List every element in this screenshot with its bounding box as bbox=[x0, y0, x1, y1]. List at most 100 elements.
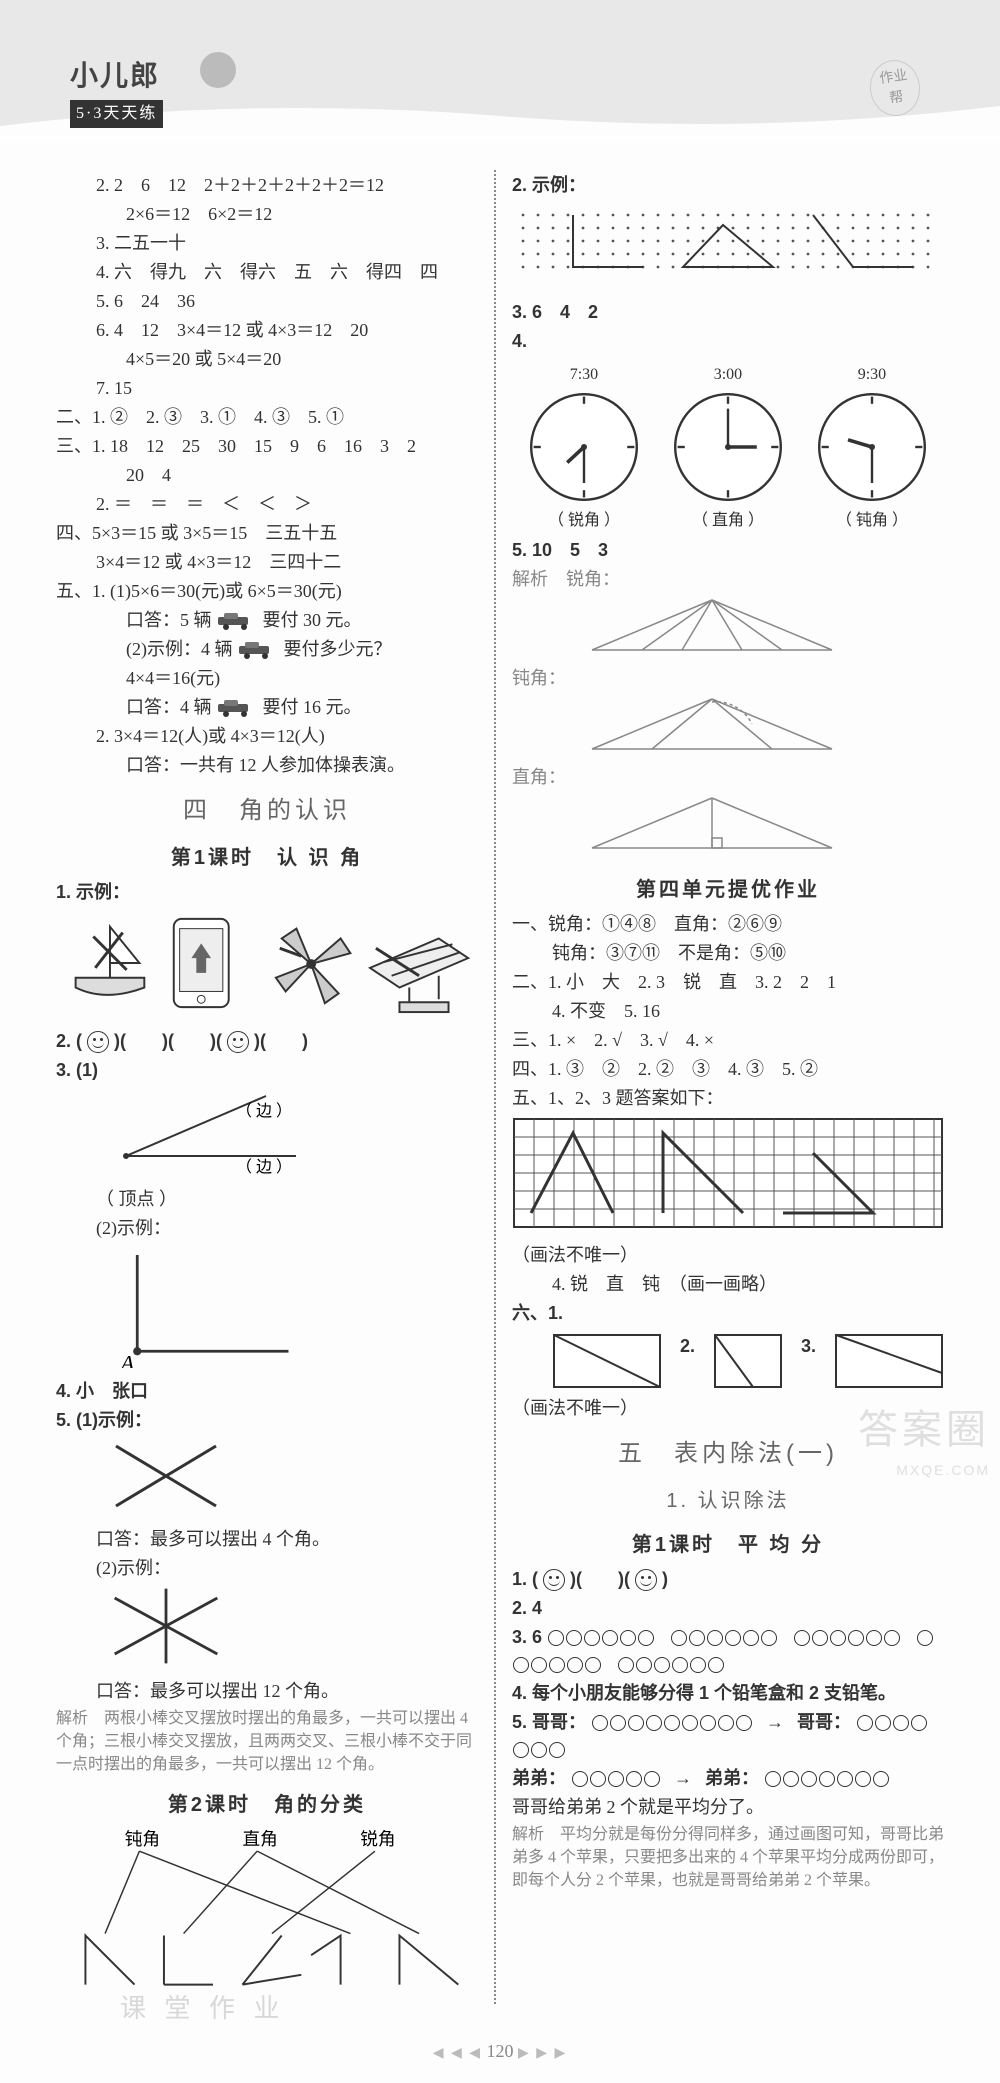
clock-2: 3:00 （ 直角 ） bbox=[668, 363, 788, 533]
d5-di2: 弟弟： bbox=[705, 1768, 759, 1788]
q5-1-fig bbox=[56, 1436, 478, 1524]
d5-di-after bbox=[764, 1768, 890, 1788]
page-body: 2. 2 6 12 2＋2＋2＋2＋2＋2＝12 2×6＝12 6×2＝12 3… bbox=[0, 140, 1000, 2034]
unit5-lesson1: 第1课时 平 均 分 bbox=[512, 1530, 944, 1560]
d1: 1. ( )( )( ) bbox=[512, 1566, 944, 1593]
q3-2: (2)示例： bbox=[56, 1215, 478, 1242]
tri-left: ◀ ◀ ◀ bbox=[433, 2046, 482, 2061]
watermark-bottom-left: 课 堂 作 业 bbox=[120, 1989, 286, 2028]
q2-end: )( ) bbox=[254, 1031, 308, 1051]
o1: 一、锐角：①④⑧ 直角：②⑥⑨ bbox=[512, 911, 944, 938]
sec2-1: 二、1. ② 2. ③ 3. ① 4. ③ 5. ① bbox=[56, 404, 478, 431]
right-column: 2. 示例： 3. 6 4 2 4. 7:30 bbox=[496, 170, 944, 2004]
car-icon bbox=[237, 642, 279, 660]
q5-explain: 解析 两根小棒交叉摆放时摆出的角最多，一共可以摆出 4 个角；三根小棒交叉摆放，… bbox=[56, 1707, 478, 1777]
stamp-line-1: 作业 bbox=[878, 65, 909, 90]
d5-di-label: 弟弟： bbox=[512, 1768, 566, 1788]
ans-6b: 4×5＝20 或 5×4＝20 bbox=[56, 346, 478, 373]
o1b: 钝角：③⑦⑪ 不是角：⑤⑩ bbox=[512, 940, 944, 967]
ans-2b: 2×6＝12 6×2＝12 bbox=[56, 201, 478, 228]
o6-2: 2. bbox=[680, 1333, 695, 1389]
q2-open: 2. ( bbox=[56, 1031, 82, 1051]
q5-2-fig bbox=[56, 1584, 478, 1676]
clocks-row: 7:30 （ 锐角 ） 3:00 bbox=[512, 363, 944, 533]
d1-mid: )( )( bbox=[570, 1569, 630, 1589]
car-icon bbox=[216, 613, 258, 631]
rect-1 bbox=[552, 1333, 662, 1389]
sec3-2: 2. ＝ ＝ ＝ ＜ ＜ ＞ bbox=[56, 491, 478, 518]
wm-small: MXQE.COM bbox=[858, 1460, 990, 1481]
svg-text:（ 边 ）: （ 边 ） bbox=[236, 1158, 292, 1176]
unit4-lesson1: 第1课时 认 识 角 bbox=[56, 843, 478, 873]
wm-big: 答案圈 bbox=[858, 1400, 990, 1460]
q5-1-ans: 口答：最多可以摆出 4 个角。 bbox=[56, 1526, 478, 1553]
clock-icon bbox=[812, 387, 932, 507]
arrow-icon: → bbox=[674, 1768, 692, 1788]
d5-di-before bbox=[571, 1768, 661, 1788]
smiley-icon bbox=[543, 1569, 565, 1591]
r5-obtuse: 钝角： bbox=[512, 665, 944, 692]
d5-row1: 5. 哥哥： → 哥哥： bbox=[512, 1709, 944, 1763]
d5-row2: 弟弟： → 弟弟： bbox=[512, 1765, 944, 1792]
o5-note: （画法不唯一） bbox=[512, 1242, 944, 1269]
rect-3 bbox=[834, 1333, 944, 1389]
q4: 4. 小 张口 bbox=[56, 1378, 478, 1405]
q5-1: 5. (1)示例： bbox=[56, 1407, 478, 1434]
o6-label: 六、1. bbox=[512, 1303, 563, 1323]
arrow-icon: → bbox=[766, 1712, 784, 1732]
sec5-1d-post: 要付 16 元。 bbox=[263, 697, 362, 717]
svg-text:钝角: 钝角 bbox=[125, 1830, 160, 1850]
sec5-1a: 口答：5 辆 要付 30 元。 bbox=[56, 607, 478, 634]
svg-text:（ 边 ）: （ 边 ） bbox=[236, 1102, 292, 1120]
fan-right bbox=[582, 793, 842, 853]
q5-2-ans: 口答：最多可以摆出 12 个角。 bbox=[56, 1678, 478, 1705]
tri-right: ▶ ▶ ▶ bbox=[518, 2046, 567, 2061]
clock-time-1: 7:30 bbox=[524, 363, 644, 387]
sec3-1: 三、1. 18 12 25 30 15 9 6 16 3 2 bbox=[56, 433, 478, 460]
sec4: 四、5×3＝15 或 3×5＝15 三五十五 bbox=[56, 520, 478, 547]
fan-acute bbox=[582, 595, 842, 655]
clock-time-3: 9:30 bbox=[812, 363, 932, 387]
d5-ans: 哥哥给弟弟 2 个就是平均分了。 bbox=[512, 1794, 944, 1821]
d5-ge-label: 5. 哥哥： bbox=[512, 1712, 586, 1732]
sec5-2: 2. 3×4＝12(人)或 4×3＝12(人) bbox=[56, 723, 478, 750]
sec5-1c: 4×4＝16(元) bbox=[56, 665, 478, 692]
grid-answer bbox=[512, 1118, 944, 1236]
clock-cap-1: （ 锐角 ） bbox=[524, 509, 644, 533]
o5-label: 五、1、2、3 题答案如下： bbox=[512, 1085, 944, 1112]
q1-shapes bbox=[56, 908, 478, 1026]
r3: 3. 6 4 2 bbox=[512, 299, 944, 326]
unit4-lesson2: 第2课时 角的分类 bbox=[56, 1790, 478, 1820]
dot-grid bbox=[512, 205, 944, 279]
q3-2-angle: A bbox=[96, 1244, 316, 1376]
sec5-2b: 口答：一共有 12 人参加体操表演。 bbox=[56, 752, 478, 779]
d3: 3. 6 bbox=[512, 1624, 944, 1678]
ans-6: 6. 4 12 3×4＝12 或 4×3＝12 20 bbox=[56, 317, 478, 344]
o5-4: 4. 锐 直 钝 （画一画略） bbox=[512, 1271, 944, 1298]
clock-3: 9:30 （ 钝角 ） bbox=[812, 363, 932, 533]
logo-block: 小儿郎 5·3天天练 bbox=[70, 56, 163, 128]
logo-title: 小儿郎 bbox=[70, 56, 163, 98]
sec5-1b-pre: (2)示例：4 辆 bbox=[126, 639, 233, 659]
d5-ge-before bbox=[591, 1712, 753, 1732]
clock-cap-2: （ 直角 ） bbox=[668, 509, 788, 533]
r5: 5. 10 5 3 bbox=[512, 537, 944, 564]
svg-text:锐角: 锐角 bbox=[360, 1830, 395, 1850]
d5-ge2: 哥哥： bbox=[797, 1712, 851, 1732]
sec4b: 3×4＝12 或 4×3＝12 三四十二 bbox=[56, 549, 478, 576]
logo-subtitle: 5·3天天练 bbox=[70, 100, 163, 128]
car-icon bbox=[216, 700, 258, 718]
page-footer: ◀ ◀ ◀ 120 ▶ ▶ ▶ bbox=[0, 2034, 1000, 2083]
ans-4: 4. 六 得九 六 得六 五 六 得四 四 bbox=[56, 259, 478, 286]
o4: 四、1. ③ ② 2. ② ③ 4. ③ 5. ② bbox=[512, 1056, 944, 1083]
q3-label: 3. (1) bbox=[56, 1057, 478, 1084]
q1-label: 1. 示例： bbox=[56, 879, 478, 906]
fan-obtuse bbox=[582, 694, 842, 754]
smiley-icon bbox=[635, 1569, 657, 1591]
d3-label: 3. 6 bbox=[512, 1627, 542, 1647]
d4: 4. 每个小朋友能够分得 1 个铅笔盒和 2 支铅笔。 bbox=[512, 1680, 944, 1707]
sec5-1: 五、1. (1)5×6＝30(元)或 6×5＝30(元) bbox=[56, 578, 478, 605]
o3: 三、1. × 2. √ 3. √ 4. × bbox=[512, 1027, 944, 1054]
unit4-title: 四 角的认识 bbox=[56, 793, 478, 829]
sec5-1d-pre: 口答：4 辆 bbox=[126, 697, 212, 717]
